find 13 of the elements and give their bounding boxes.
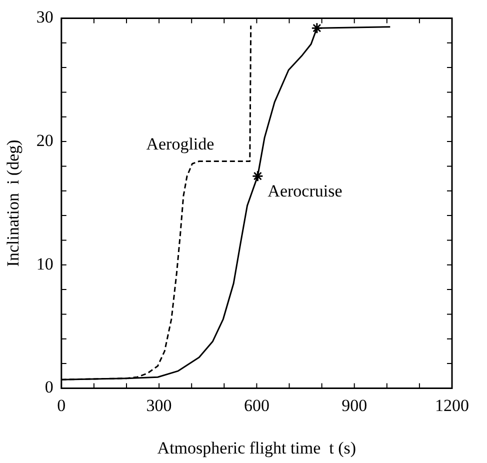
y-tick-label: 30 (36, 8, 54, 27)
y-tick-label: 20 (36, 131, 54, 150)
series-label: Aeroglide (146, 134, 214, 154)
x-axis-title: Atmospheric flight time t (s) (157, 438, 356, 458)
series-label: Aerocruise (268, 182, 342, 201)
y-tick-label: 0 (44, 378, 54, 397)
y-axis-title: Inclination i (deg) (4, 140, 23, 267)
y-tick-label: 10 (36, 254, 54, 274)
x-tick-label: 300 (146, 396, 172, 415)
x-tick-label: 600 (244, 396, 270, 415)
x-tick-label: 900 (342, 396, 368, 415)
x-tick-label: 0 (57, 396, 66, 415)
x-tick-label: 1200 (435, 396, 469, 415)
